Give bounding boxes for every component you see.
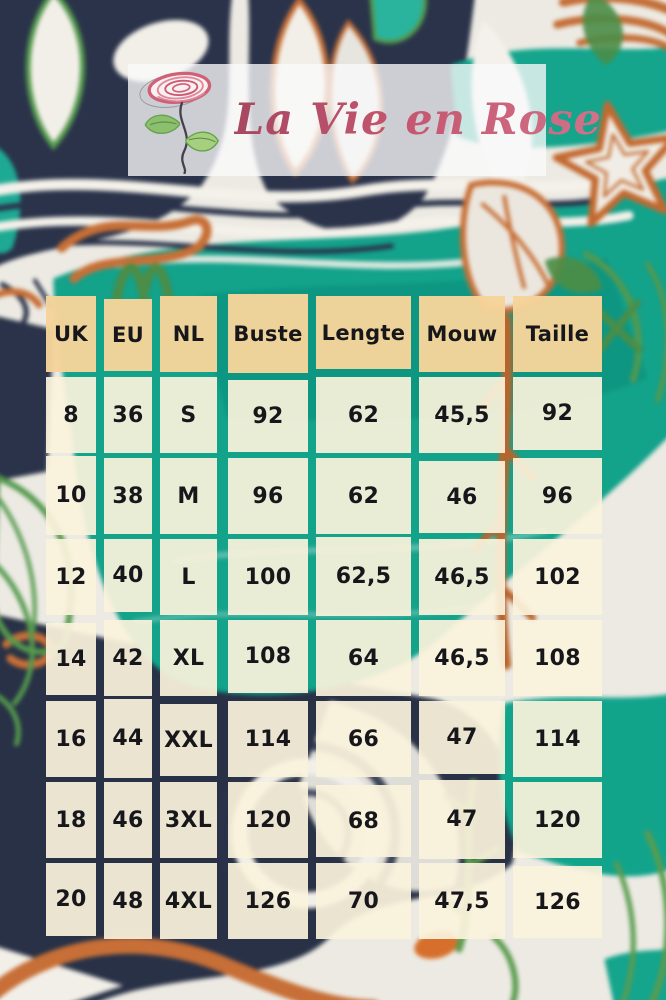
size-table-data-cell: 96 [513, 458, 602, 534]
size-table-data-cell: 66 [316, 701, 411, 777]
size-table-data-cell: 10 [46, 456, 96, 535]
size-table-data-cell: 62 [316, 458, 411, 534]
size-table-data-cell: 108 [228, 620, 308, 693]
size-table-data-cell: 64 [316, 620, 411, 696]
size-table-data-cell: 18 [46, 782, 96, 858]
size-table-data-cell: XXL [160, 704, 217, 776]
size-table-data-cell: L [160, 539, 217, 615]
size-table-data-cell: 102 [513, 539, 602, 615]
size-table-data-cell: 12 [46, 539, 96, 615]
size-table-data-cell: 126 [228, 863, 308, 939]
size-table-data-cell: 70 [316, 863, 411, 939]
size-table-header-cell: Mouw [419, 296, 505, 372]
size-table-data-cell: 3XL [160, 782, 217, 858]
size-table-data-cell: 126 [513, 866, 602, 938]
size-table-data-cell: 62,5 [316, 537, 411, 616]
size-table-data-cell: 42 [104, 620, 152, 696]
size-table-data-cell: 46 [419, 461, 505, 533]
size-table-data-cell: 47,5 [419, 863, 505, 939]
size-table-data-cell: 120 [228, 782, 308, 858]
size-table-data-cell: 38 [104, 458, 152, 534]
size-table-data-cell: M [160, 458, 217, 534]
size-table-data-cell: 48 [104, 863, 152, 939]
size-table-data-cell: 16 [46, 701, 96, 777]
size-table-data-cell: 120 [513, 782, 602, 858]
size-table-header-cell: Lengte [316, 296, 411, 369]
rose-logo-icon [139, 71, 219, 174]
size-table-data-cell: 47 [419, 780, 505, 859]
size-table-header-cell: NL [160, 296, 217, 372]
size-table-data-cell: 46 [104, 782, 152, 858]
size-table-data-cell: 14 [46, 623, 96, 695]
size-table-header-cell: Buste [228, 294, 308, 373]
size-table-data-cell: 68 [316, 785, 411, 857]
starfish-motif [552, 101, 666, 228]
size-table-header-cell: Taille [513, 296, 602, 372]
size-table-data-cell: 92 [228, 380, 308, 452]
size-table-data-cell: 4XL [160, 863, 217, 939]
size-table-data-cell: 8 [46, 377, 96, 453]
size-table-data-cell: 46,5 [419, 620, 505, 696]
size-table-data-cell: 44 [104, 699, 152, 778]
size-table: UK EU NL Buste Lengte Mouw Taille 8 36 S 92 62 45,5 9… [46, 294, 602, 939]
size-table-data-cell: 96 [228, 458, 308, 534]
size-table-data-cell: 114 [228, 701, 308, 777]
size-table-data-cell: 45,5 [419, 377, 505, 453]
size-table-data-cell: 92 [513, 377, 602, 450]
brand-banner: La Vie en Rose [128, 64, 601, 176]
size-table-data-cell: 40 [104, 539, 152, 612]
size-table-data-cell: S [160, 377, 217, 453]
size-table-header-cell: UK [46, 296, 96, 372]
size-table-header-cell: EU [104, 299, 152, 371]
brand-title: La Vie en Rose [234, 95, 618, 145]
size-table-data-cell: 20 [46, 863, 96, 936]
size-table-data-cell: 46,5 [419, 539, 505, 615]
size-table-data-cell: 114 [513, 701, 602, 777]
size-table-data-cell: 36 [104, 377, 152, 453]
size-table-data-cell: XL [160, 620, 217, 696]
size-table-data-cell: 100 [228, 539, 308, 615]
size-table-data-cell: 62 [316, 377, 411, 453]
size-table-data-cell: 108 [513, 620, 602, 696]
size-table-data-cell: 47 [419, 701, 505, 774]
